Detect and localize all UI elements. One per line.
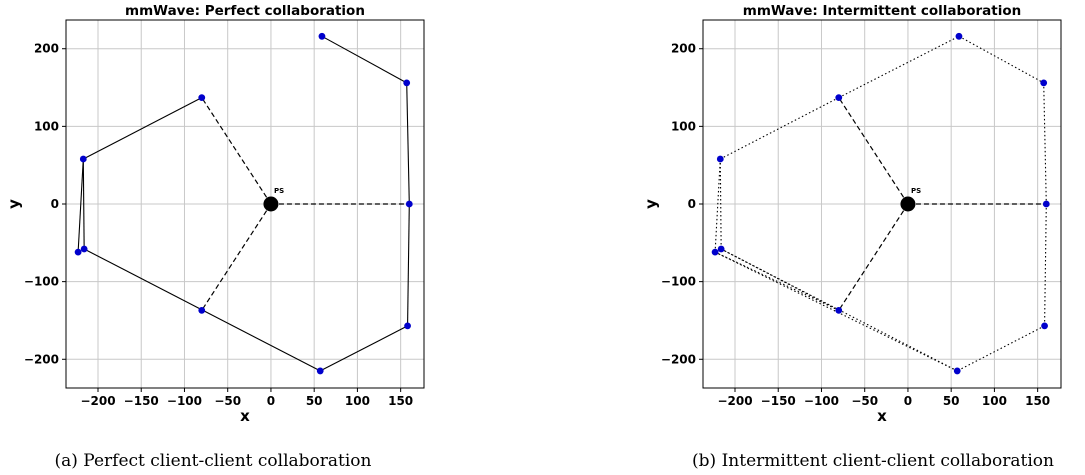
client-point	[717, 245, 725, 253]
x-tick-label: −200	[717, 394, 752, 408]
x-tick-label: 0	[904, 394, 912, 408]
y-tick-label: 200	[671, 42, 696, 56]
y-tick-label: 200	[34, 42, 59, 56]
client-point	[80, 245, 88, 253]
client-client-link	[406, 82, 410, 205]
client-point	[318, 32, 326, 40]
client-client-link	[714, 251, 839, 311]
client-client-link	[956, 325, 1045, 372]
client-point	[316, 367, 324, 375]
client-client-link	[77, 158, 84, 253]
x-tick-label: −50	[851, 394, 878, 408]
client-client-link	[321, 35, 407, 84]
x-tick-label: −50	[214, 394, 241, 408]
client-point	[716, 155, 724, 163]
server-client-link	[201, 97, 272, 205]
server-client-link	[838, 203, 909, 311]
y-tick-label: 0	[688, 197, 696, 211]
client-client-link	[1044, 203, 1047, 326]
y-tick-label: −200	[661, 352, 696, 366]
chart-title: mmWave: Perfect collaboration	[125, 3, 365, 19]
client-point	[198, 94, 206, 102]
plot-frame	[702, 19, 1062, 389]
x-tick-label: 150	[1025, 394, 1050, 408]
client-point	[404, 322, 411, 330]
x-tick-label: 50	[306, 394, 323, 408]
client-point	[405, 200, 413, 208]
y-tick-label: −100	[24, 275, 59, 289]
client-client-link	[83, 97, 203, 160]
x-tick-label: −100	[167, 394, 202, 408]
client-point	[835, 306, 843, 314]
client-client-link	[719, 158, 722, 250]
client-client-link	[714, 251, 958, 372]
y-tick-label: 100	[671, 119, 696, 133]
plot-frame	[65, 19, 425, 389]
x-tick-label: −200	[80, 394, 115, 408]
x-tick-label: −100	[804, 394, 839, 408]
client-point	[198, 306, 206, 314]
y-tick-label: 0	[51, 197, 59, 211]
client-point	[711, 248, 719, 256]
y-axis-label: y	[5, 199, 23, 209]
client-point	[74, 248, 82, 256]
chart-panel-2: −200 −150 −100 −50 0 50 100 150 −200 −100 0 100 200 P…	[642, 3, 1062, 471]
client-client-link	[82, 158, 85, 250]
y-axis-label: y	[642, 199, 660, 209]
x-tick-label: −150	[124, 394, 159, 408]
client-point	[835, 94, 843, 102]
server-label: PS	[911, 187, 921, 195]
chart-panel-1: −200 −150 −100 −50 0 50 100 150 −200 −100 0 100 200 P…	[5, 3, 425, 471]
x-tick-label: 0	[267, 394, 275, 408]
x-axis-label: x	[240, 407, 250, 425]
server-point	[900, 196, 916, 212]
y-tick-label: 100	[34, 119, 59, 133]
client-point	[955, 32, 963, 40]
client-point	[1040, 79, 1048, 87]
x-tick-label: 50	[943, 394, 960, 408]
chart-title: mmWave: Intermittent collaboration	[743, 3, 1021, 19]
x-tick-label: 150	[388, 394, 413, 408]
client-client-link	[838, 35, 960, 99]
client-point	[403, 79, 411, 87]
figure-caption: (a) Perfect client-client collaboration	[55, 451, 372, 471]
x-tick-label: 100	[345, 394, 370, 408]
client-client-link	[714, 158, 721, 253]
y-tick-label: −200	[24, 352, 59, 366]
client-client-link	[958, 35, 1044, 84]
client-point	[79, 155, 87, 163]
x-axis-label: x	[877, 407, 887, 425]
server-client-link	[838, 97, 909, 205]
client-client-link	[407, 203, 410, 326]
client-client-link	[1043, 82, 1047, 205]
client-point	[953, 367, 961, 375]
x-tick-label: −150	[761, 394, 796, 408]
figure-caption: (b) Intermittent client-client collabora…	[692, 451, 1054, 471]
client-point	[1041, 322, 1048, 330]
server-label: PS	[274, 187, 284, 195]
x-tick-label: 100	[982, 394, 1007, 408]
client-client-link	[319, 325, 408, 372]
client-point	[1042, 200, 1050, 208]
server-point	[263, 196, 279, 212]
y-tick-label: −100	[661, 275, 696, 289]
server-client-link	[201, 203, 272, 311]
